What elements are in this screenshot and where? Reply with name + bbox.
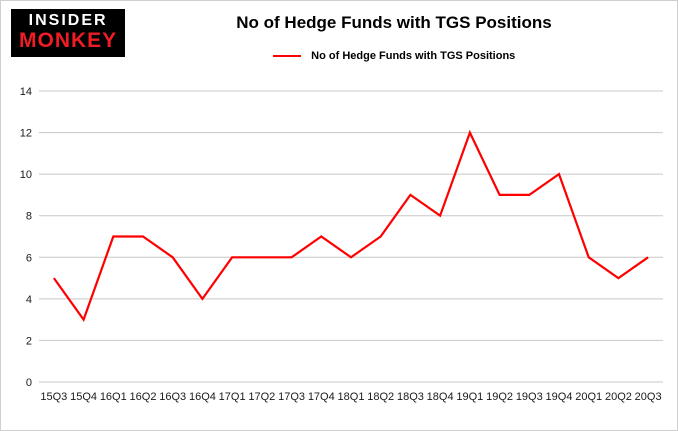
chart-title: No of Hedge Funds with TGS Positions	[236, 13, 552, 32]
y-tick-label: 8	[26, 211, 32, 223]
data-series-line	[53, 129, 649, 322]
legend-line-swatch	[272, 54, 301, 57]
x-tick-label: 18Q1	[338, 391, 365, 403]
legend: No of Hedge Funds with TGS Positions	[111, 47, 677, 65]
x-tick-label: 16Q3	[159, 391, 186, 403]
x-tick-label: 17Q3	[278, 391, 305, 403]
insider-monkey-logo: INSIDER MONKEY	[11, 9, 126, 57]
x-tick-label: 17Q1	[219, 391, 246, 403]
x-tick-label: 18Q4	[427, 391, 454, 403]
x-tick-label: 19Q3	[516, 391, 543, 403]
x-tick-label: 16Q2	[130, 391, 157, 403]
x-tick-label: 19Q4	[546, 391, 573, 403]
y-tick-label: 14	[20, 86, 32, 98]
x-tick-label: 17Q4	[308, 391, 335, 403]
y-tick-label: 2	[26, 335, 32, 347]
x-tick-label: 20Q3	[635, 391, 662, 403]
x-tick-label: 19Q1	[456, 391, 483, 403]
x-tick-label: 19Q2	[486, 391, 513, 403]
x-tick-label: 17Q2	[248, 391, 275, 403]
y-tick-label: 4	[26, 294, 32, 306]
x-tick-label: 16Q4	[189, 391, 216, 403]
header: INSIDER MONKEY No of Hedge Funds with TG…	[1, 1, 677, 81]
legend-label: No of Hedge Funds with TGS Positions	[311, 49, 516, 62]
logo-insider-text: INSIDER	[28, 12, 108, 29]
logo-monkey-text: MONKEY	[19, 28, 118, 52]
y-tick-label: 10	[20, 169, 32, 181]
x-tick-label: 18Q3	[397, 391, 424, 403]
y-tick-label: 12	[20, 128, 32, 140]
x-tick-label: 20Q2	[605, 391, 632, 403]
x-tick-label: 16Q1	[100, 391, 127, 403]
x-tick-label: 15Q3	[40, 391, 67, 403]
y-tick-label: 0	[26, 377, 32, 389]
x-tick-label: 15Q4	[70, 391, 97, 403]
x-tick-label: 20Q1	[575, 391, 602, 403]
title-block: No of Hedge Funds with TGS Positions No …	[111, 13, 677, 65]
y-tick-label: 6	[26, 252, 32, 264]
x-tick-label: 18Q2	[367, 391, 394, 403]
